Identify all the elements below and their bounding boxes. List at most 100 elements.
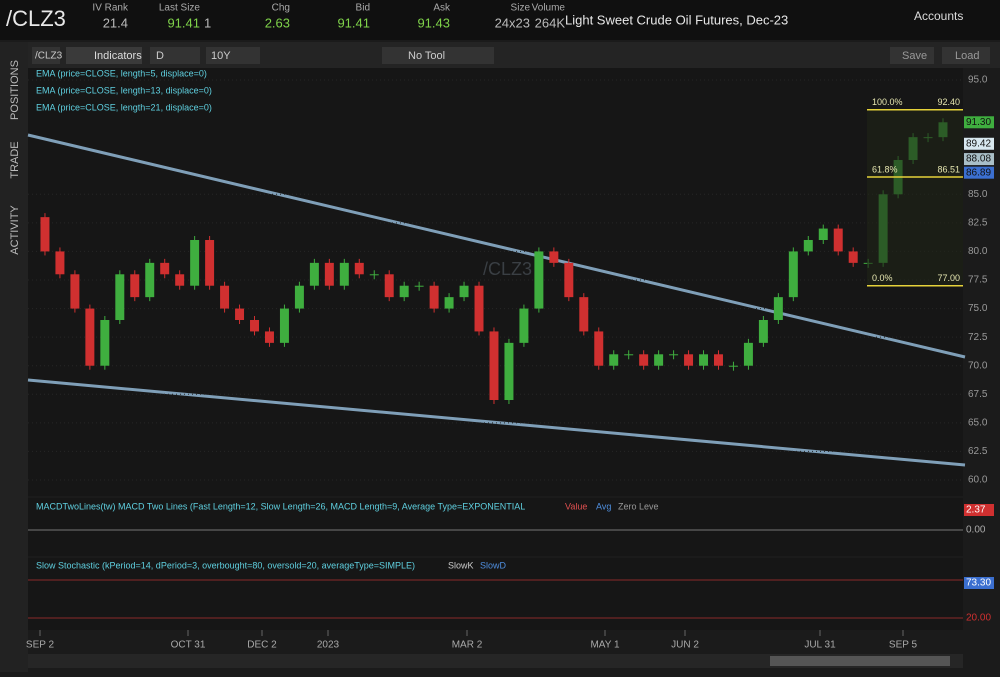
field-label: Ask [433, 3, 451, 14]
fib-pct: 0.0% [872, 273, 893, 283]
y-tick-label: 80.0 [968, 246, 988, 257]
date-label: DEC 2 [247, 640, 277, 651]
scroll-thumb[interactable] [770, 656, 950, 666]
field-value: 21.4 [103, 15, 128, 30]
candle [220, 285, 230, 309]
price-tag [964, 153, 994, 166]
candle [639, 354, 649, 366]
macd-tag-label: 2.37 [966, 505, 986, 516]
field-label: Size [511, 3, 531, 14]
y-tick-label: 85.0 [968, 189, 988, 200]
date-label: MAR 2 [452, 640, 483, 651]
y-tick-label: 95.0 [968, 75, 988, 86]
fib-box [867, 109, 963, 286]
stoch-title: Slow Stochastic (kPeriod=14, dPeriod=3, … [36, 560, 415, 570]
aggregation[interactable]: D [156, 50, 164, 62]
candle [669, 354, 679, 356]
candle [85, 308, 95, 366]
load-button[interactable] [942, 47, 990, 64]
candle [684, 354, 694, 366]
fib-price: 92.40 [937, 97, 960, 107]
candle [399, 285, 409, 298]
candle [145, 262, 155, 298]
load[interactable]: Load [955, 50, 979, 62]
watermark: /CLZ3 [483, 259, 532, 279]
field-extra: 1 [204, 15, 211, 30]
candle [579, 297, 589, 332]
aggregation-select[interactable] [150, 47, 200, 64]
sidebar-tab[interactable]: TRADE [9, 141, 21, 178]
tool[interactable]: No Tool [408, 50, 445, 62]
candle [609, 354, 619, 366]
toolbar-symbol[interactable]: /CLZ3 [35, 51, 63, 62]
stoch-tag-label: 73.30 [966, 578, 991, 589]
price-pane [28, 68, 963, 496]
candle [504, 342, 514, 400]
accounts[interactable]: Accounts [914, 9, 963, 23]
date-label: JUL 31 [804, 640, 836, 651]
field-label: Volume [532, 3, 566, 14]
candle [190, 240, 200, 286]
candle [818, 228, 828, 240]
candle [773, 297, 783, 320]
price-tag-label: 91.30 [966, 117, 991, 128]
macd-title: MACDTwoLines(tw) MACD Two Lines (Fast Le… [36, 501, 525, 511]
candle [384, 274, 394, 298]
date-label: 2023 [317, 640, 340, 651]
study-label: EMA (price=CLOSE, length=21, displace=0) [36, 102, 212, 112]
candle [414, 285, 424, 287]
candle [459, 285, 469, 298]
macd-value: Value [565, 501, 587, 511]
range[interactable]: 10Y [211, 50, 231, 62]
field-label: Bid [356, 3, 370, 14]
date-label: MAY 1 [590, 640, 620, 651]
macd-zero: Zero Leve [618, 501, 659, 511]
fib-pct: 100.0% [872, 97, 903, 107]
sidebar-tab[interactable]: ACTIVITY [9, 205, 21, 255]
fib-pct: 61.8% [872, 164, 898, 174]
candle [549, 251, 559, 263]
candle [699, 354, 709, 366]
candle [728, 365, 738, 367]
candle [489, 331, 499, 400]
candle [714, 354, 723, 366]
y-tick-label: 72.5 [968, 332, 988, 343]
candle [474, 285, 484, 332]
price-tag [964, 137, 994, 150]
symbol-box[interactable] [32, 47, 60, 64]
field-value: 2.63 [265, 15, 290, 30]
trend-line [27, 133, 966, 359]
y-tick-label: 77.5 [968, 275, 988, 286]
price-tag [964, 166, 994, 179]
candle [848, 251, 858, 263]
save-button[interactable] [890, 47, 934, 64]
symbol: /CLZ3 [6, 6, 66, 31]
candle [55, 251, 65, 275]
candle [444, 297, 454, 309]
sidebar-tab[interactable]: POSITIONS [9, 60, 21, 120]
field-label: Chg [272, 3, 290, 14]
y-tick-label: 70.0 [968, 360, 988, 371]
field-value: 91.41 [167, 15, 200, 30]
candle [309, 262, 319, 286]
scrollbar[interactable] [28, 654, 963, 668]
field-label: IV Rank [92, 3, 129, 14]
candle [624, 354, 634, 356]
y-tick-label: 60.0 [968, 475, 988, 486]
save[interactable]: Save [902, 50, 927, 62]
tool-select[interactable] [382, 47, 494, 64]
candle [279, 308, 289, 343]
stoch-k: SlowK [448, 560, 474, 570]
candle [354, 262, 364, 275]
field-value: 91.43 [417, 15, 450, 30]
candle [294, 285, 304, 309]
candle [369, 274, 379, 276]
stoch-tag [964, 577, 994, 589]
range-select[interactable] [206, 47, 260, 64]
indicators-label[interactable]: Indicators [94, 50, 142, 62]
indicators-button[interactable] [66, 47, 142, 64]
candle [70, 274, 80, 309]
candle [40, 217, 50, 252]
